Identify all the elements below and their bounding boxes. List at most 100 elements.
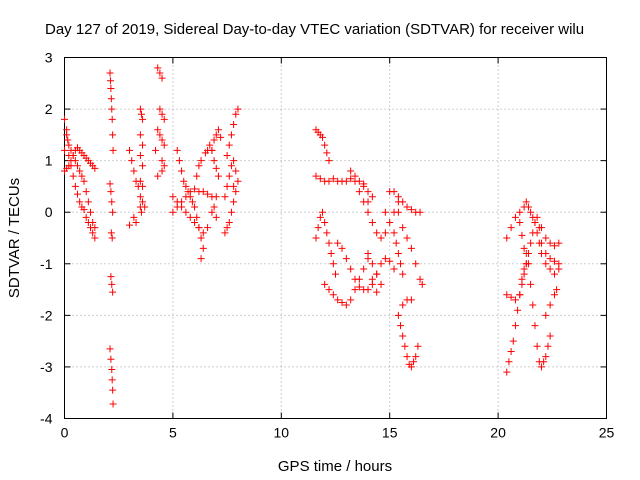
data-point [503, 291, 511, 299]
data-point [76, 167, 84, 175]
y-tick-label: -2 [40, 307, 53, 323]
data-point [108, 376, 116, 384]
data-point [546, 255, 554, 263]
data-point [550, 291, 558, 299]
data-point [546, 239, 554, 247]
data-point [108, 280, 116, 288]
data-point [390, 229, 398, 237]
data-point [360, 182, 368, 190]
series-t18 [347, 167, 402, 242]
data-point [180, 177, 188, 185]
data-point [139, 182, 147, 190]
data-point [109, 288, 117, 296]
data-point [223, 224, 231, 232]
data-point [126, 221, 134, 229]
data-point [208, 193, 216, 201]
series-t10 [193, 141, 222, 180]
series-t13 [221, 157, 242, 237]
data-point [234, 105, 242, 113]
data-point [527, 239, 535, 247]
data-point [329, 175, 337, 183]
data-point [210, 203, 218, 211]
data-point [204, 190, 212, 198]
data-point [197, 255, 205, 263]
data-point [193, 213, 201, 221]
y-tick-label: -1 [40, 256, 53, 272]
x-axis-label: GPS time / hours [278, 458, 392, 475]
data-point [316, 175, 324, 183]
data-point [227, 208, 235, 216]
data-point [416, 208, 424, 216]
data-point [342, 255, 350, 263]
data-point [368, 193, 376, 201]
y-tick-label: 3 [45, 50, 53, 66]
data-point [360, 265, 368, 273]
data-point [399, 301, 407, 309]
data-point [505, 358, 513, 366]
data-point [76, 198, 84, 206]
data-point [173, 146, 181, 154]
data-point [206, 141, 214, 149]
data-point [204, 224, 212, 232]
data-point [108, 198, 116, 206]
data-point [208, 208, 216, 216]
series-t9 [169, 185, 220, 221]
data-point [368, 260, 376, 268]
data-point [191, 203, 199, 211]
data-point [154, 172, 162, 180]
data-point [136, 203, 144, 211]
data-point [321, 280, 329, 288]
data-point [511, 296, 519, 304]
data-point [403, 203, 411, 211]
data-point [531, 322, 539, 330]
data-point [223, 151, 231, 159]
data-point [394, 249, 402, 257]
data-point [347, 296, 355, 304]
data-point [158, 167, 166, 175]
data-point [108, 115, 116, 123]
data-point [347, 265, 355, 273]
data-point [386, 257, 394, 265]
data-point [542, 234, 550, 242]
data-point [212, 131, 220, 139]
data-point [109, 386, 117, 394]
data-point [377, 260, 385, 268]
data-point [327, 249, 335, 257]
data-point [332, 270, 339, 278]
data-point [403, 353, 411, 361]
data-point [323, 149, 331, 157]
series-t24 [503, 213, 563, 304]
data-point [516, 291, 524, 299]
data-point [227, 131, 235, 139]
data-point [516, 219, 524, 227]
data-point [529, 213, 537, 221]
series-t26 [516, 219, 554, 371]
series-t14 [312, 126, 359, 185]
series-t25 [503, 198, 563, 278]
data-point [397, 260, 405, 268]
data-point [225, 172, 233, 180]
data-point [338, 244, 346, 252]
data-point [91, 234, 99, 242]
data-point [74, 190, 82, 198]
data-point [109, 131, 117, 139]
x-tick-label: 25 [599, 425, 615, 441]
data-point [507, 224, 515, 232]
data-point [65, 141, 73, 149]
data-point [355, 177, 363, 185]
data-point [390, 188, 398, 196]
data-point [74, 162, 82, 170]
data-point [154, 64, 162, 72]
data-point [351, 286, 359, 294]
data-point [412, 260, 420, 268]
data-point [364, 208, 372, 216]
plot-frame [64, 57, 607, 419]
data-point [193, 172, 201, 180]
data-point [109, 400, 117, 408]
data-point [87, 208, 95, 216]
series-t17 [334, 239, 398, 294]
data-point [197, 234, 205, 242]
data-point [334, 239, 342, 247]
data-point [136, 193, 144, 201]
